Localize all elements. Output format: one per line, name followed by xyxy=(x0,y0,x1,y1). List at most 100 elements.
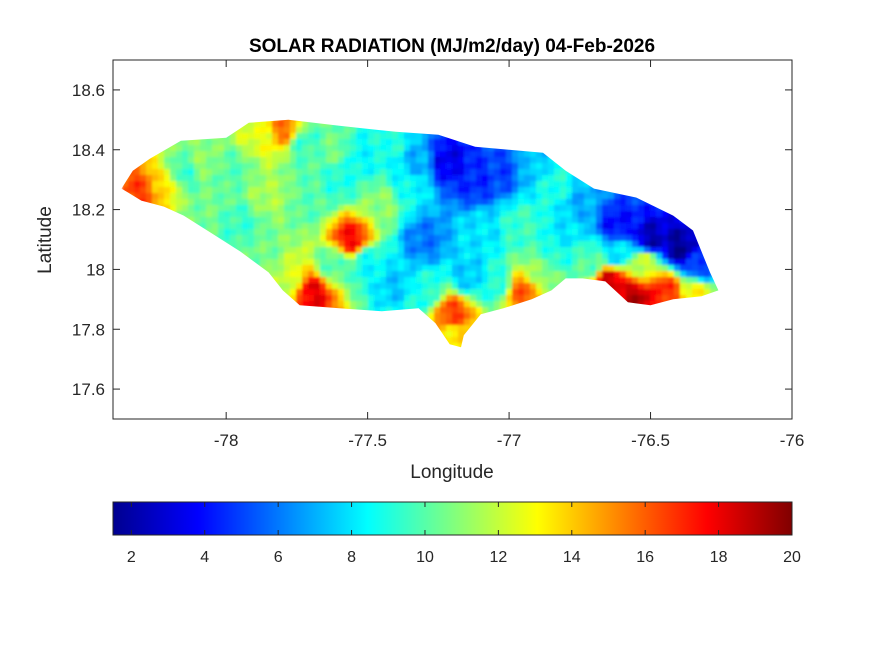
field-cell xyxy=(302,223,309,230)
field-cell xyxy=(422,271,429,278)
field-cell xyxy=(290,181,297,188)
field-cell xyxy=(428,217,435,224)
field-cell xyxy=(248,157,255,164)
field-cell xyxy=(404,229,411,236)
field-cell xyxy=(140,169,147,176)
field-cell xyxy=(524,169,531,176)
field-cell xyxy=(236,187,243,194)
field-cell xyxy=(596,259,603,266)
field-cell xyxy=(434,247,441,254)
field-cell xyxy=(380,145,387,152)
field-cell xyxy=(290,217,297,224)
field-cell xyxy=(488,235,495,242)
field-cell xyxy=(578,259,585,266)
field-cell xyxy=(560,205,567,212)
field-cell xyxy=(302,181,309,188)
field-cell xyxy=(320,301,327,308)
field-cell xyxy=(182,199,189,206)
field-cell xyxy=(542,271,549,278)
field-cell xyxy=(626,223,633,230)
field-cell xyxy=(350,199,357,206)
field-cell xyxy=(368,307,375,314)
field-cell xyxy=(704,265,711,272)
field-cell xyxy=(380,199,387,206)
field-cell xyxy=(476,283,483,290)
field-cell xyxy=(476,211,483,218)
field-cell xyxy=(428,223,435,230)
field-cell xyxy=(500,253,507,260)
field-cell xyxy=(158,175,165,182)
field-cell xyxy=(158,163,165,170)
field-cell xyxy=(410,253,417,260)
field-cell xyxy=(482,283,489,290)
field-cell xyxy=(596,187,603,194)
field-cell xyxy=(500,301,507,308)
field-cell xyxy=(332,205,339,212)
field-cell xyxy=(632,277,639,284)
field-cell xyxy=(698,265,705,272)
field-cell xyxy=(344,145,351,152)
field-cell xyxy=(572,211,579,218)
field-cell xyxy=(650,277,657,284)
field-cell xyxy=(422,295,429,302)
field-cell xyxy=(332,283,339,290)
field-cell xyxy=(290,169,297,176)
field-cell xyxy=(248,193,255,200)
field-cell xyxy=(212,217,219,224)
field-cell xyxy=(536,277,543,284)
field-cell xyxy=(698,277,705,284)
field-cell xyxy=(194,169,201,176)
field-cell xyxy=(656,241,663,248)
field-cell xyxy=(626,241,633,248)
field-cell xyxy=(476,199,483,206)
field-cell xyxy=(350,187,357,194)
field-cell xyxy=(374,241,381,248)
field-cell xyxy=(566,193,573,200)
field-cell xyxy=(398,289,405,296)
field-cell xyxy=(452,325,459,332)
field-cell xyxy=(302,283,309,290)
field-cell xyxy=(680,229,687,236)
field-cell xyxy=(446,193,453,200)
field-cell xyxy=(176,169,183,176)
field-cell xyxy=(296,223,303,230)
field-cell xyxy=(554,253,561,260)
field-cell xyxy=(458,325,465,332)
field-cell xyxy=(476,175,483,182)
field-cell xyxy=(314,211,321,218)
field-cell xyxy=(308,229,315,236)
field-cell xyxy=(470,307,477,314)
field-cell xyxy=(692,241,699,248)
field-cell xyxy=(536,193,543,200)
field-cell xyxy=(674,247,681,254)
field-cell xyxy=(548,175,555,182)
field-cell xyxy=(326,217,333,224)
field-cell xyxy=(284,145,291,152)
field-cell xyxy=(512,277,519,284)
field-cell xyxy=(410,139,417,146)
field-cell xyxy=(398,151,405,158)
field-cell xyxy=(308,157,315,164)
field-cell xyxy=(410,271,417,278)
field-cell xyxy=(386,205,393,212)
field-cell xyxy=(314,139,321,146)
field-cell xyxy=(368,277,375,284)
field-cell xyxy=(362,295,369,302)
field-cell xyxy=(158,151,165,158)
field-cell xyxy=(392,295,399,302)
field-cell xyxy=(488,181,495,188)
field-cell xyxy=(632,247,639,254)
field-cell xyxy=(338,145,345,152)
field-cell xyxy=(392,289,399,296)
field-cell xyxy=(410,175,417,182)
field-cell xyxy=(488,163,495,170)
field-cell xyxy=(254,175,261,182)
field-cell xyxy=(344,295,351,302)
field-cell xyxy=(368,211,375,218)
field-cell xyxy=(692,289,699,296)
field-cell xyxy=(326,205,333,212)
field-cell xyxy=(326,229,333,236)
field-cell xyxy=(422,223,429,230)
field-cell xyxy=(404,271,411,278)
field-cell xyxy=(560,235,567,242)
